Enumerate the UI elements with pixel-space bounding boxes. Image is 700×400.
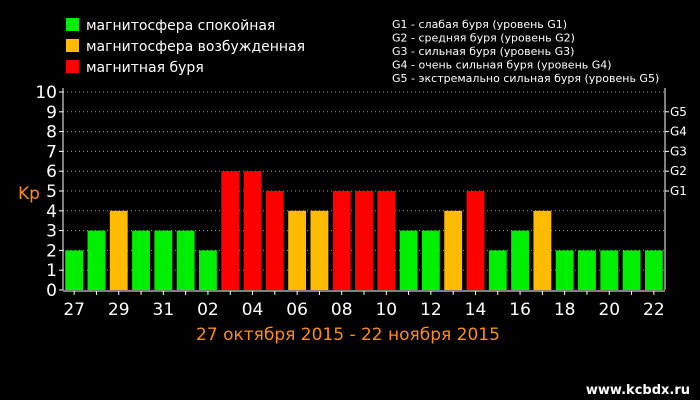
bar-05 xyxy=(265,191,284,290)
legend-label-quiet: магнитосфера спокойная xyxy=(86,18,275,34)
y-axis-label: Kp xyxy=(18,184,40,204)
legend-label-excited: магнитосфера возбужденная xyxy=(86,39,305,55)
bar-03 xyxy=(221,171,240,290)
storm-level-5: G5 - экстремально сильная буря (уровень … xyxy=(392,72,659,85)
right-tick-label-G2: G2 xyxy=(670,164,687,178)
bar-12 xyxy=(421,230,440,290)
bar-28 xyxy=(87,230,106,290)
right-tick-label-G1: G1 xyxy=(670,184,687,198)
y-tick-label: 3 xyxy=(46,222,57,242)
legend-swatch-quiet xyxy=(66,18,79,31)
bar-31 xyxy=(154,230,173,290)
bar-15 xyxy=(488,250,507,290)
y-tick-label: 9 xyxy=(46,103,57,123)
bar-13 xyxy=(444,210,463,290)
x-tick-label: 06 xyxy=(286,300,308,320)
bars xyxy=(65,171,663,290)
x-tick-label: 14 xyxy=(465,300,487,320)
bar-06 xyxy=(288,210,307,290)
bar-02 xyxy=(199,250,217,290)
y-tick-label: 7 xyxy=(46,142,57,162)
x-tick-label: 12 xyxy=(420,300,442,320)
legend-swatch-storm xyxy=(66,60,79,73)
right-tick-label-G3: G3 xyxy=(670,144,687,158)
bar-11 xyxy=(399,230,418,290)
y-tick-label: 1 xyxy=(46,261,57,281)
bar-09 xyxy=(355,191,373,290)
x-tick-label: 22 xyxy=(643,300,665,320)
legend: магнитосфера спокойная магнитосфера возбу… xyxy=(66,18,305,76)
bar-18 xyxy=(555,250,574,290)
bar-01 xyxy=(176,230,195,290)
x-tick-label: 08 xyxy=(331,300,353,320)
x-tick-label: 31 xyxy=(153,300,175,320)
bar-10 xyxy=(377,191,396,290)
bar-20 xyxy=(600,250,619,290)
x-tick-label: 04 xyxy=(242,300,264,320)
x-tick-label: 02 xyxy=(197,300,219,320)
x-tick-label: 20 xyxy=(598,300,620,320)
x-tick-label: 10 xyxy=(375,300,397,320)
bar-14 xyxy=(466,191,485,290)
bar-22 xyxy=(644,250,663,290)
y-tick-label: 4 xyxy=(46,202,57,222)
bar-08 xyxy=(332,191,351,290)
x-tick-label: 16 xyxy=(509,300,531,320)
storm-level-1: G1 - слабая буря (уровень G1) xyxy=(392,18,567,31)
legend-label-storm: магнитная буря xyxy=(86,60,204,76)
y-tick-label: 5 xyxy=(46,182,57,202)
bar-21 xyxy=(622,250,641,290)
y-tick-label: 2 xyxy=(46,241,57,261)
storm-level-2: G2 - средняя буря (уровень G2) xyxy=(392,32,575,45)
x-tick-label: 27 xyxy=(63,300,85,320)
x-tick-label: 29 xyxy=(108,300,130,320)
y-tick-label: 6 xyxy=(46,162,57,182)
watermark: www.kcbdx.ru xyxy=(586,383,690,398)
storm-level-3: G3 - сильная буря (уровень G3) xyxy=(392,45,574,58)
bar-27 xyxy=(65,250,84,290)
storm-level-4: G4 - очень сильная буря (уровень G4) xyxy=(392,59,612,72)
bar-04 xyxy=(243,171,262,290)
right-tick-label-G5: G5 xyxy=(670,105,687,119)
bar-29 xyxy=(109,210,128,290)
bar-19 xyxy=(578,250,596,290)
bar-17 xyxy=(533,210,552,290)
storm-levels-list: G1 - слабая буря (уровень G1)G2 - средня… xyxy=(392,18,659,85)
bar-16 xyxy=(511,230,529,290)
y-tick-label: 8 xyxy=(46,123,57,143)
bar-07 xyxy=(310,210,329,290)
legend-swatch-excited xyxy=(66,39,79,52)
y-tick-label: 10 xyxy=(35,83,57,103)
bar-30 xyxy=(132,230,150,290)
x-tick-label: 18 xyxy=(554,300,576,320)
y-tick-label: 0 xyxy=(46,281,57,301)
date-range: 27 октября 2015 - 22 ноября 2015 xyxy=(196,325,500,345)
right-tick-label-G4: G4 xyxy=(670,125,687,139)
